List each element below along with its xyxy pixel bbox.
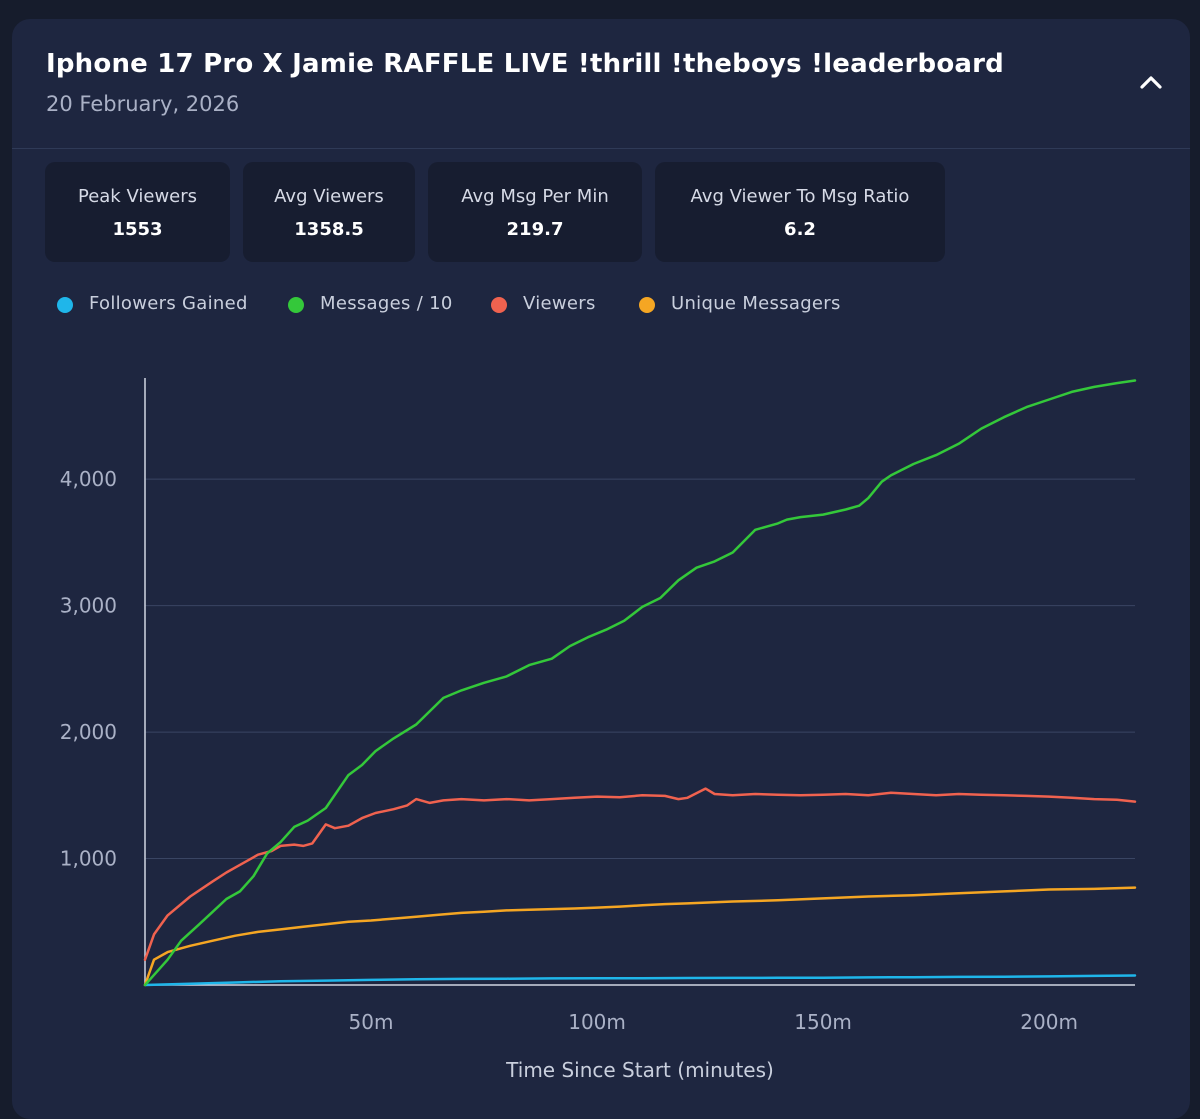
stat-peak-viewers: Peak Viewers 1553	[45, 162, 230, 262]
y-tick-label: 2,000	[60, 720, 117, 744]
stat-label: Avg Msg Per Min	[461, 186, 609, 207]
stat-avg-viewers: Avg Viewers 1358.5	[243, 162, 415, 262]
legend-item-unique-messagers[interactable]: Unique Messagers	[639, 292, 841, 318]
stat-avg-viewer-msg-ratio: Avg Viewer To Msg Ratio 6.2	[655, 162, 945, 262]
collapse-button[interactable]	[1136, 68, 1166, 98]
legend-label: Messages / 10	[320, 293, 453, 314]
stream-title: Iphone 17 Pro X Jamie RAFFLE LIVE !thril…	[46, 49, 1004, 79]
legend-dot-icon	[288, 297, 304, 313]
y-tick-label: 1,000	[60, 847, 117, 871]
legend-label: Viewers	[523, 293, 596, 314]
card-header: Iphone 17 Pro X Jamie RAFFLE LIVE !thril…	[12, 19, 1190, 149]
chevron-up-icon	[1140, 76, 1162, 89]
series-line-messages-10	[143, 379, 1137, 987]
x-tick-label: 100m	[568, 1010, 626, 1034]
legend-dot-icon	[491, 297, 507, 313]
stream-date: 20 February, 2026	[46, 92, 240, 116]
stat-value: 219.7	[506, 219, 564, 240]
legend-item-messages[interactable]: Messages / 10	[288, 292, 458, 318]
x-axis-title: Time Since Start (minutes)	[505, 1058, 774, 1082]
legend-dot-icon	[639, 297, 655, 313]
x-tick-label: 150m	[794, 1010, 852, 1034]
stat-value: 6.2	[784, 219, 816, 240]
stat-value: 1553	[112, 219, 163, 240]
stat-avg-msg-per-min: Avg Msg Per Min 219.7	[428, 162, 642, 262]
series-line-viewers	[143, 787, 1137, 961]
y-tick-label: 3,000	[60, 594, 117, 618]
stat-label: Peak Viewers	[77, 186, 198, 207]
x-tick-label: 50m	[349, 1010, 394, 1034]
legend-label: Unique Messagers	[671, 293, 841, 314]
legend-item-followers[interactable]: Followers Gained	[57, 292, 257, 318]
stat-value: 1358.5	[294, 219, 364, 240]
legend-dot-icon	[57, 297, 73, 313]
x-tick-label: 200m	[1020, 1010, 1078, 1034]
series-line-unique-messagers	[143, 886, 1137, 987]
legend-label: Followers Gained	[89, 293, 248, 314]
stat-label: Avg Viewer To Msg Ratio	[690, 186, 910, 207]
stat-label: Avg Viewers	[274, 186, 384, 207]
y-tick-label: 4,000	[60, 467, 117, 491]
series-line-followers-gained	[143, 974, 1137, 987]
legend-item-viewers[interactable]: Viewers	[491, 292, 611, 318]
